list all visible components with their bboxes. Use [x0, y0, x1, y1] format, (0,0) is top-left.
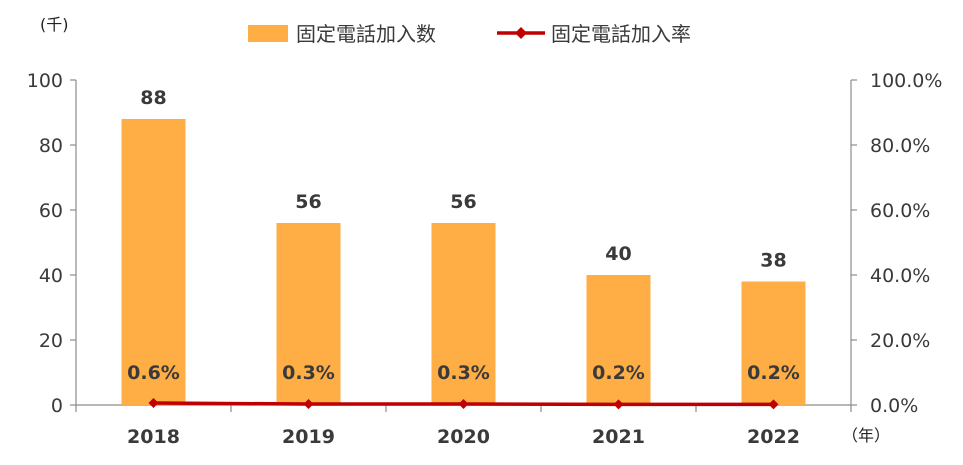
rate-value-label: 0.2% — [747, 362, 800, 384]
x-axis-label: 2018 — [127, 426, 180, 448]
right-tick-label: 0.0% — [870, 395, 918, 417]
x-axis-unit: （年） — [842, 426, 890, 445]
left-axis-unit: (千) — [40, 15, 69, 34]
legend-bar-swatch — [248, 25, 288, 42]
bar-value-label: 38 — [760, 250, 786, 272]
rate-point-2020 — [458, 399, 469, 410]
bar-value-label: 56 — [295, 191, 321, 213]
bar-value-label: 56 — [450, 191, 476, 213]
rate-value-label: 0.3% — [437, 362, 490, 384]
x-axis-labels: 2018 2019 2020 2021 2022 — [127, 426, 800, 448]
left-tick-label: 20 — [39, 330, 63, 352]
legend: 固定電話加入数 固定電話加入率 — [248, 22, 691, 46]
right-tick-label: 80.0% — [870, 135, 930, 157]
legend-line-label: 固定電話加入率 — [551, 22, 691, 46]
bar-2020 — [431, 223, 496, 405]
rate-point-2022 — [768, 399, 779, 410]
legend-bar-label: 固定電話加入数 — [296, 22, 436, 46]
rate-point-2018 — [148, 398, 159, 409]
rate-value-label: 0.3% — [282, 362, 335, 384]
left-tick-label: 60 — [39, 200, 63, 222]
left-axis-ticks: 0 20 40 60 80 100 — [27, 70, 76, 417]
bar-2019 — [276, 223, 341, 405]
left-tick-label: 0 — [51, 395, 63, 417]
bar-2022 — [741, 281, 806, 405]
rate-line — [148, 398, 779, 410]
bar-value-label: 40 — [605, 243, 631, 265]
bars — [121, 119, 806, 405]
rate-point-2019 — [303, 399, 314, 410]
right-tick-label: 40.0% — [870, 265, 930, 287]
rate-point-2021 — [613, 399, 624, 410]
left-tick-label: 100 — [27, 70, 63, 92]
x-axis-label: 2019 — [282, 426, 335, 448]
bar-value-labels: 88 56 56 40 38 — [140, 87, 786, 272]
bar-2021 — [586, 275, 651, 405]
bar-2018 — [121, 119, 186, 405]
rate-value-labels: 0.6% 0.3% 0.3% 0.2% 0.2% — [127, 362, 800, 384]
x-axis-label: 2020 — [437, 426, 490, 448]
right-tick-label: 20.0% — [870, 330, 930, 352]
rate-value-label: 0.6% — [127, 362, 180, 384]
legend-line-marker — [515, 27, 527, 39]
left-tick-label: 80 — [39, 135, 63, 157]
bar-value-label: 88 — [140, 87, 166, 109]
right-axis-ticks: 0.0% 20.0% 40.0% 60.0% 80.0% 100.0% — [851, 70, 942, 417]
x-axis-label: 2022 — [747, 426, 800, 448]
rate-value-label: 0.2% — [592, 362, 645, 384]
x-axis-label: 2021 — [592, 426, 645, 448]
left-tick-label: 40 — [39, 265, 63, 287]
right-tick-label: 60.0% — [870, 200, 930, 222]
right-tick-label: 100.0% — [870, 70, 942, 92]
